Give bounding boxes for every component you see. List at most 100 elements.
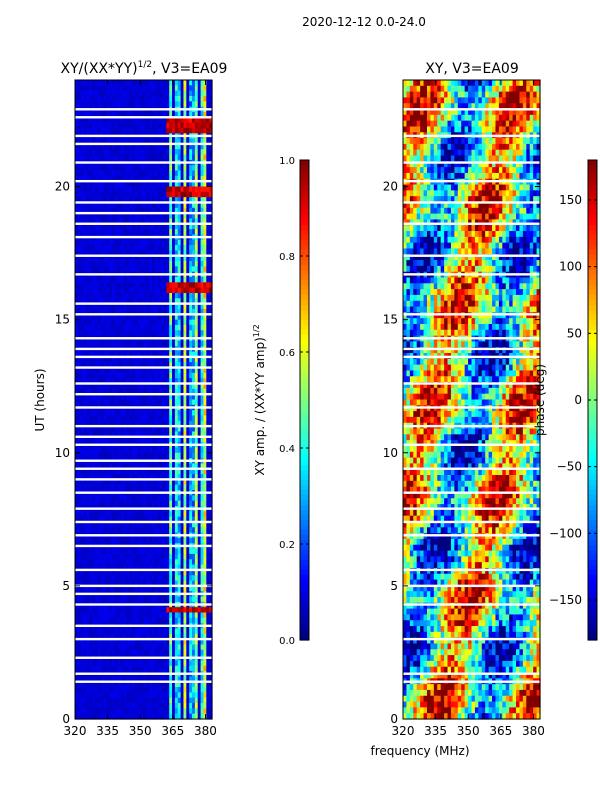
amp-heatmap-cell: [77, 383, 82, 390]
amp-heatmap-cell: [117, 191, 122, 198]
amp-heatmap-cell: [166, 154, 170, 161]
amp-heatmap-cell: [197, 559, 202, 566]
amp-heatmap-cell: [114, 553, 119, 560]
amp-heatmap-cell: [129, 362, 133, 369]
amp-heatmap-cell: [117, 420, 122, 427]
amp-heatmap-cell: [197, 516, 202, 523]
amp-heatmap-cell: [203, 117, 207, 124]
amp-heatmap-cell: [112, 553, 116, 560]
amp-heatmap-cell: [180, 394, 185, 401]
amp-heatmap-cell: [197, 596, 202, 603]
amp-heatmap-cell: [86, 101, 90, 108]
amp-heatmap-cell: [186, 580, 190, 587]
amp-heatmap-cell: [100, 122, 105, 129]
amp-heatmap-cell: [94, 117, 99, 124]
amp-heatmap-cell: [143, 420, 147, 427]
amp-heatmap-cell: [100, 255, 105, 262]
amp-heatmap-cell: [180, 266, 185, 273]
amp-heatmap-cell: [194, 447, 199, 454]
amp-heatmap-cell: [77, 197, 82, 204]
amp-heatmap-cell: [120, 202, 125, 209]
amp-heatmap-cell: [75, 527, 79, 534]
amp-heatmap-cell: [183, 394, 187, 401]
amp-heatmap-cell: [106, 474, 110, 480]
amp-heatmap-cell: [112, 383, 116, 390]
amp-heatmap-cell: [203, 191, 207, 198]
amp-heatmap-cell: [140, 149, 145, 156]
amp-heatmap-cell: [160, 239, 165, 246]
amp-heatmap-cell: [117, 303, 122, 310]
amp-heatmap-cell: [100, 186, 105, 193]
amp-heatmap-cell: [157, 388, 162, 395]
amp-heatmap-cell: [94, 426, 99, 433]
amp-heatmap-cell: [114, 308, 119, 315]
amp-heatmap-cell: [177, 431, 182, 438]
amp-heatmap-cell: [180, 191, 185, 198]
amp-heatmap-cell: [126, 559, 130, 566]
amp-heatmap-cell: [89, 154, 93, 161]
amp-heatmap-cell: [77, 282, 82, 289]
amp-heatmap-cell: [203, 596, 207, 603]
amp-heatmap-cell: [192, 165, 196, 172]
amp-heatmap-cell: [160, 372, 165, 379]
amp-heatmap-cell: [123, 293, 127, 299]
amp-heatmap-cell: [83, 479, 88, 486]
amp-heatmap-cell: [106, 127, 110, 134]
amp-heatmap-cell: [103, 250, 107, 257]
amp-heatmap-cell: [146, 426, 150, 433]
amp-heatmap-cell: [109, 298, 113, 305]
amp-heatmap-cell: [140, 362, 145, 369]
amp-heatmap-cell: [180, 495, 185, 502]
amp-heatmap-cell: [117, 356, 122, 363]
amp-heatmap-cell: [149, 569, 153, 576]
amp-heatmap-cell: [114, 500, 119, 507]
amp-heatmap-cell: [132, 340, 136, 347]
amp-heatmap-cell: [172, 149, 176, 156]
amp-heatmap-cell: [126, 468, 130, 475]
amp-heatmap-cell: [209, 351, 213, 358]
amp-heatmap-cell: [152, 362, 156, 369]
amp-heatmap-cell: [154, 436, 159, 443]
amp-heatmap-cell: [92, 277, 96, 283]
amp-heatmap-cell: [160, 293, 165, 299]
amp-heatmap-cell: [174, 282, 179, 289]
amp-heatmap-cell: [89, 223, 93, 230]
amp-heatmap-cell: [177, 229, 182, 236]
amp-heatmap-cell: [134, 628, 139, 635]
amp-heatmap-cell: [140, 410, 145, 417]
amp-heatmap-cell: [89, 95, 93, 102]
amp-heatmap-cell: [186, 474, 190, 480]
amp-heatmap-cell: [206, 117, 210, 124]
amp-heatmap-cell: [146, 117, 150, 124]
amp-heatmap-cell: [154, 175, 159, 182]
amp-heatmap-cell: [137, 500, 142, 507]
amp-heatmap-cell: [106, 330, 110, 337]
amp-heatmap-cell: [172, 191, 176, 198]
amp-heatmap-cell: [83, 330, 88, 337]
amp-heatmap-cell: [194, 569, 199, 576]
amp-heatmap-cell: [183, 511, 187, 518]
amp-heatmap-cell: [154, 474, 159, 480]
amp-heatmap-cell: [86, 229, 90, 236]
amp-heatmap-cell: [75, 324, 79, 331]
amp-heatmap-cell: [152, 303, 156, 310]
amp-heatmap-cell: [192, 383, 196, 390]
amp-heatmap-cell: [120, 607, 125, 614]
amp-heatmap-cell: [132, 303, 136, 310]
amp-heatmap-cell: [209, 170, 213, 177]
amp-heatmap-cell: [106, 415, 110, 422]
amp-heatmap-cell: [129, 383, 133, 390]
amp-heatmap-cell: [134, 484, 139, 491]
amp-heatmap-cell: [194, 143, 199, 150]
amp-heatmap-cell: [194, 628, 199, 635]
amp-heatmap-cell: [189, 324, 193, 331]
amp-heatmap-cell: [206, 80, 210, 86]
amp-heatmap-cell: [106, 117, 110, 124]
amp-heatmap-cell: [123, 548, 127, 555]
amp-heatmap-cell: [154, 426, 159, 433]
amp-heatmap-cell: [126, 452, 130, 459]
amp-heatmap-cell: [117, 527, 122, 534]
amp-heatmap-cell: [203, 521, 207, 528]
amp-heatmap-cell: [149, 138, 153, 145]
amp-heatmap-cell: [129, 415, 133, 422]
